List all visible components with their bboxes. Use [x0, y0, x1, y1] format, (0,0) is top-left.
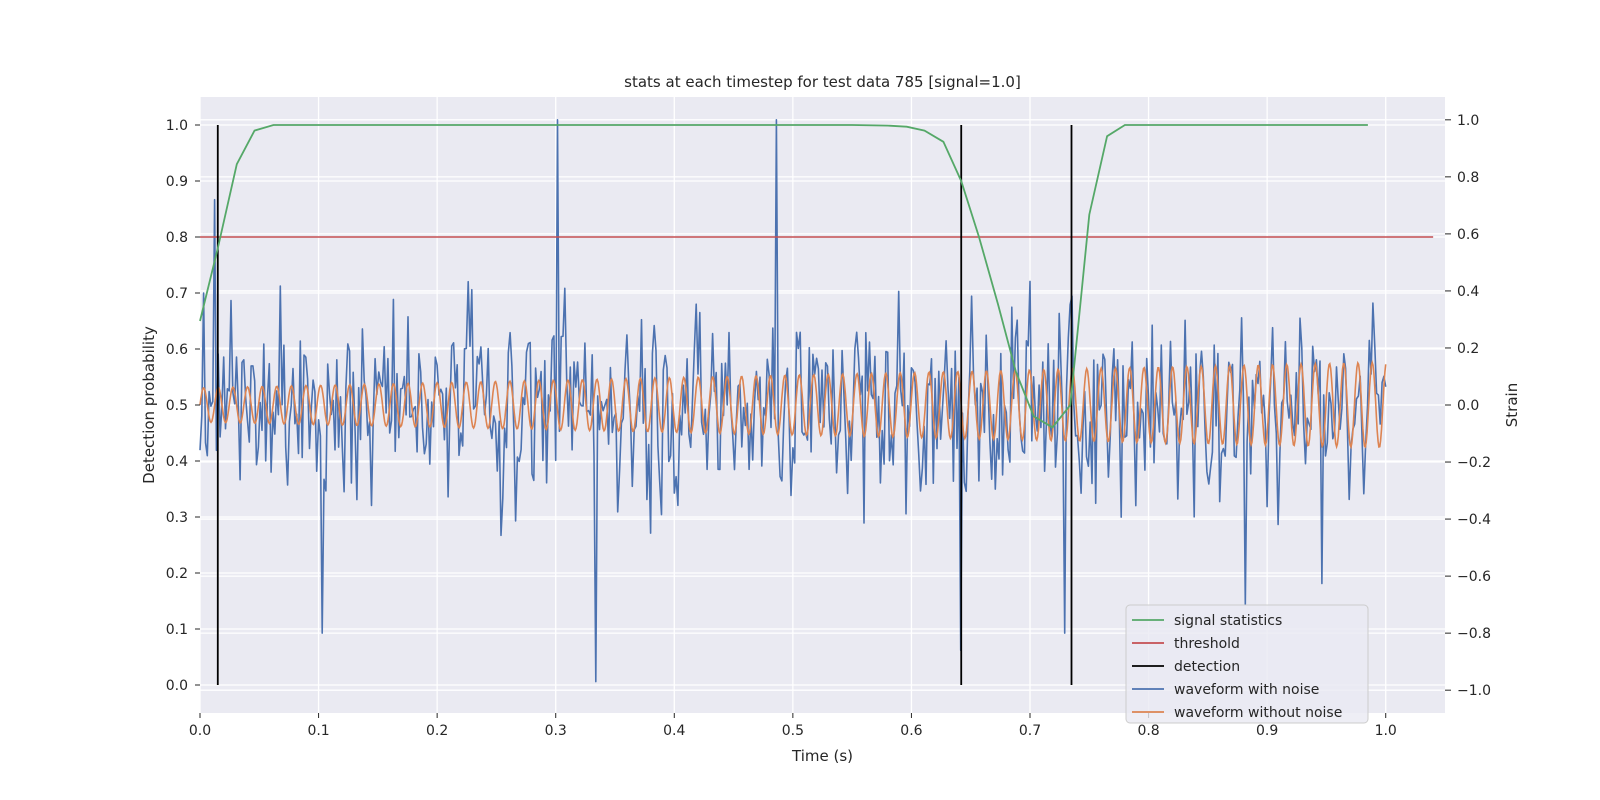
y-left-tick-label: 0.1 [166, 622, 188, 638]
axes-layer: 0.0 0.1 0.2 0.3 0.4 0.5 0.6 0.7 0.8 0.9 1.0 0.0 0.1 0… [166, 113, 1491, 739]
y-right-tick-label: 0.4 [1457, 284, 1479, 300]
legend-label: detection [1174, 659, 1240, 675]
y-left-tick-label: 0.2 [166, 566, 188, 582]
legend-label: waveform without noise [1174, 705, 1342, 721]
x-tick-label: 0.6 [900, 723, 922, 739]
x-tick-label: 0.1 [307, 723, 329, 739]
y-right-tick-label: 0.6 [1457, 227, 1479, 243]
y-right-tick-label: −0.2 [1457, 455, 1491, 471]
x-tick-label: 0.5 [782, 723, 804, 739]
x-tick-label: 0.7 [1019, 723, 1041, 739]
waveform-without-noise-line [199, 359, 1387, 450]
x-tick-label: 0.8 [1137, 723, 1159, 739]
y-left-tick-label: 0.4 [166, 454, 188, 470]
y-left-tick-label: 0.8 [166, 230, 188, 246]
y-left-tick-label: 0.6 [166, 342, 188, 358]
x-axis-label: Time (s) [791, 747, 853, 765]
y-right-tick-label: 0.8 [1457, 170, 1479, 186]
y-left-tick-label: 0.9 [166, 174, 188, 190]
legend-box [1125, 604, 1369, 724]
chart-title: stats at each timestep for test data 785… [624, 73, 1021, 91]
y-left-tick-label: 0.7 [166, 286, 188, 302]
series-layer [199, 119, 1434, 685]
y-right-tick-label: 1.0 [1457, 113, 1479, 129]
x-tick-label: 0.0 [189, 723, 211, 739]
y-right-tick-label: −1.0 [1457, 683, 1491, 699]
y-right-tick-label: −0.4 [1457, 512, 1491, 528]
legend: signal statistics threshold detection wavef… [1125, 604, 1369, 724]
y-left-tick-label: 0.0 [166, 678, 188, 694]
x-tick-label: 0.9 [1256, 723, 1278, 739]
y-axis-right-label: Strain [1503, 383, 1521, 427]
y-left-tick-label: 1.0 [166, 118, 188, 134]
signal-statistics-line [199, 124, 1368, 429]
x-tick-label: 0.4 [663, 723, 685, 739]
y-left-tick-label: 0.5 [166, 398, 188, 414]
legend-label: signal statistics [1174, 613, 1282, 629]
y-axis-left-label: Detection probability [140, 326, 158, 484]
legend-label: waveform with noise [1174, 682, 1319, 698]
y-right-tick-label: −0.8 [1457, 626, 1491, 642]
y-right-tick-label: 0.2 [1457, 341, 1479, 357]
legend-label: threshold [1174, 636, 1240, 652]
x-tick-label: 1.0 [1375, 723, 1397, 739]
y-left-tick-label: 0.3 [166, 510, 188, 526]
x-tick-label: 0.3 [545, 723, 567, 739]
y-right-tick-label: −0.6 [1457, 569, 1491, 585]
y-right-tick-label: 0.0 [1457, 398, 1479, 414]
x-tick-label: 0.2 [426, 723, 448, 739]
waveform-with-noise-line [199, 119, 1387, 683]
